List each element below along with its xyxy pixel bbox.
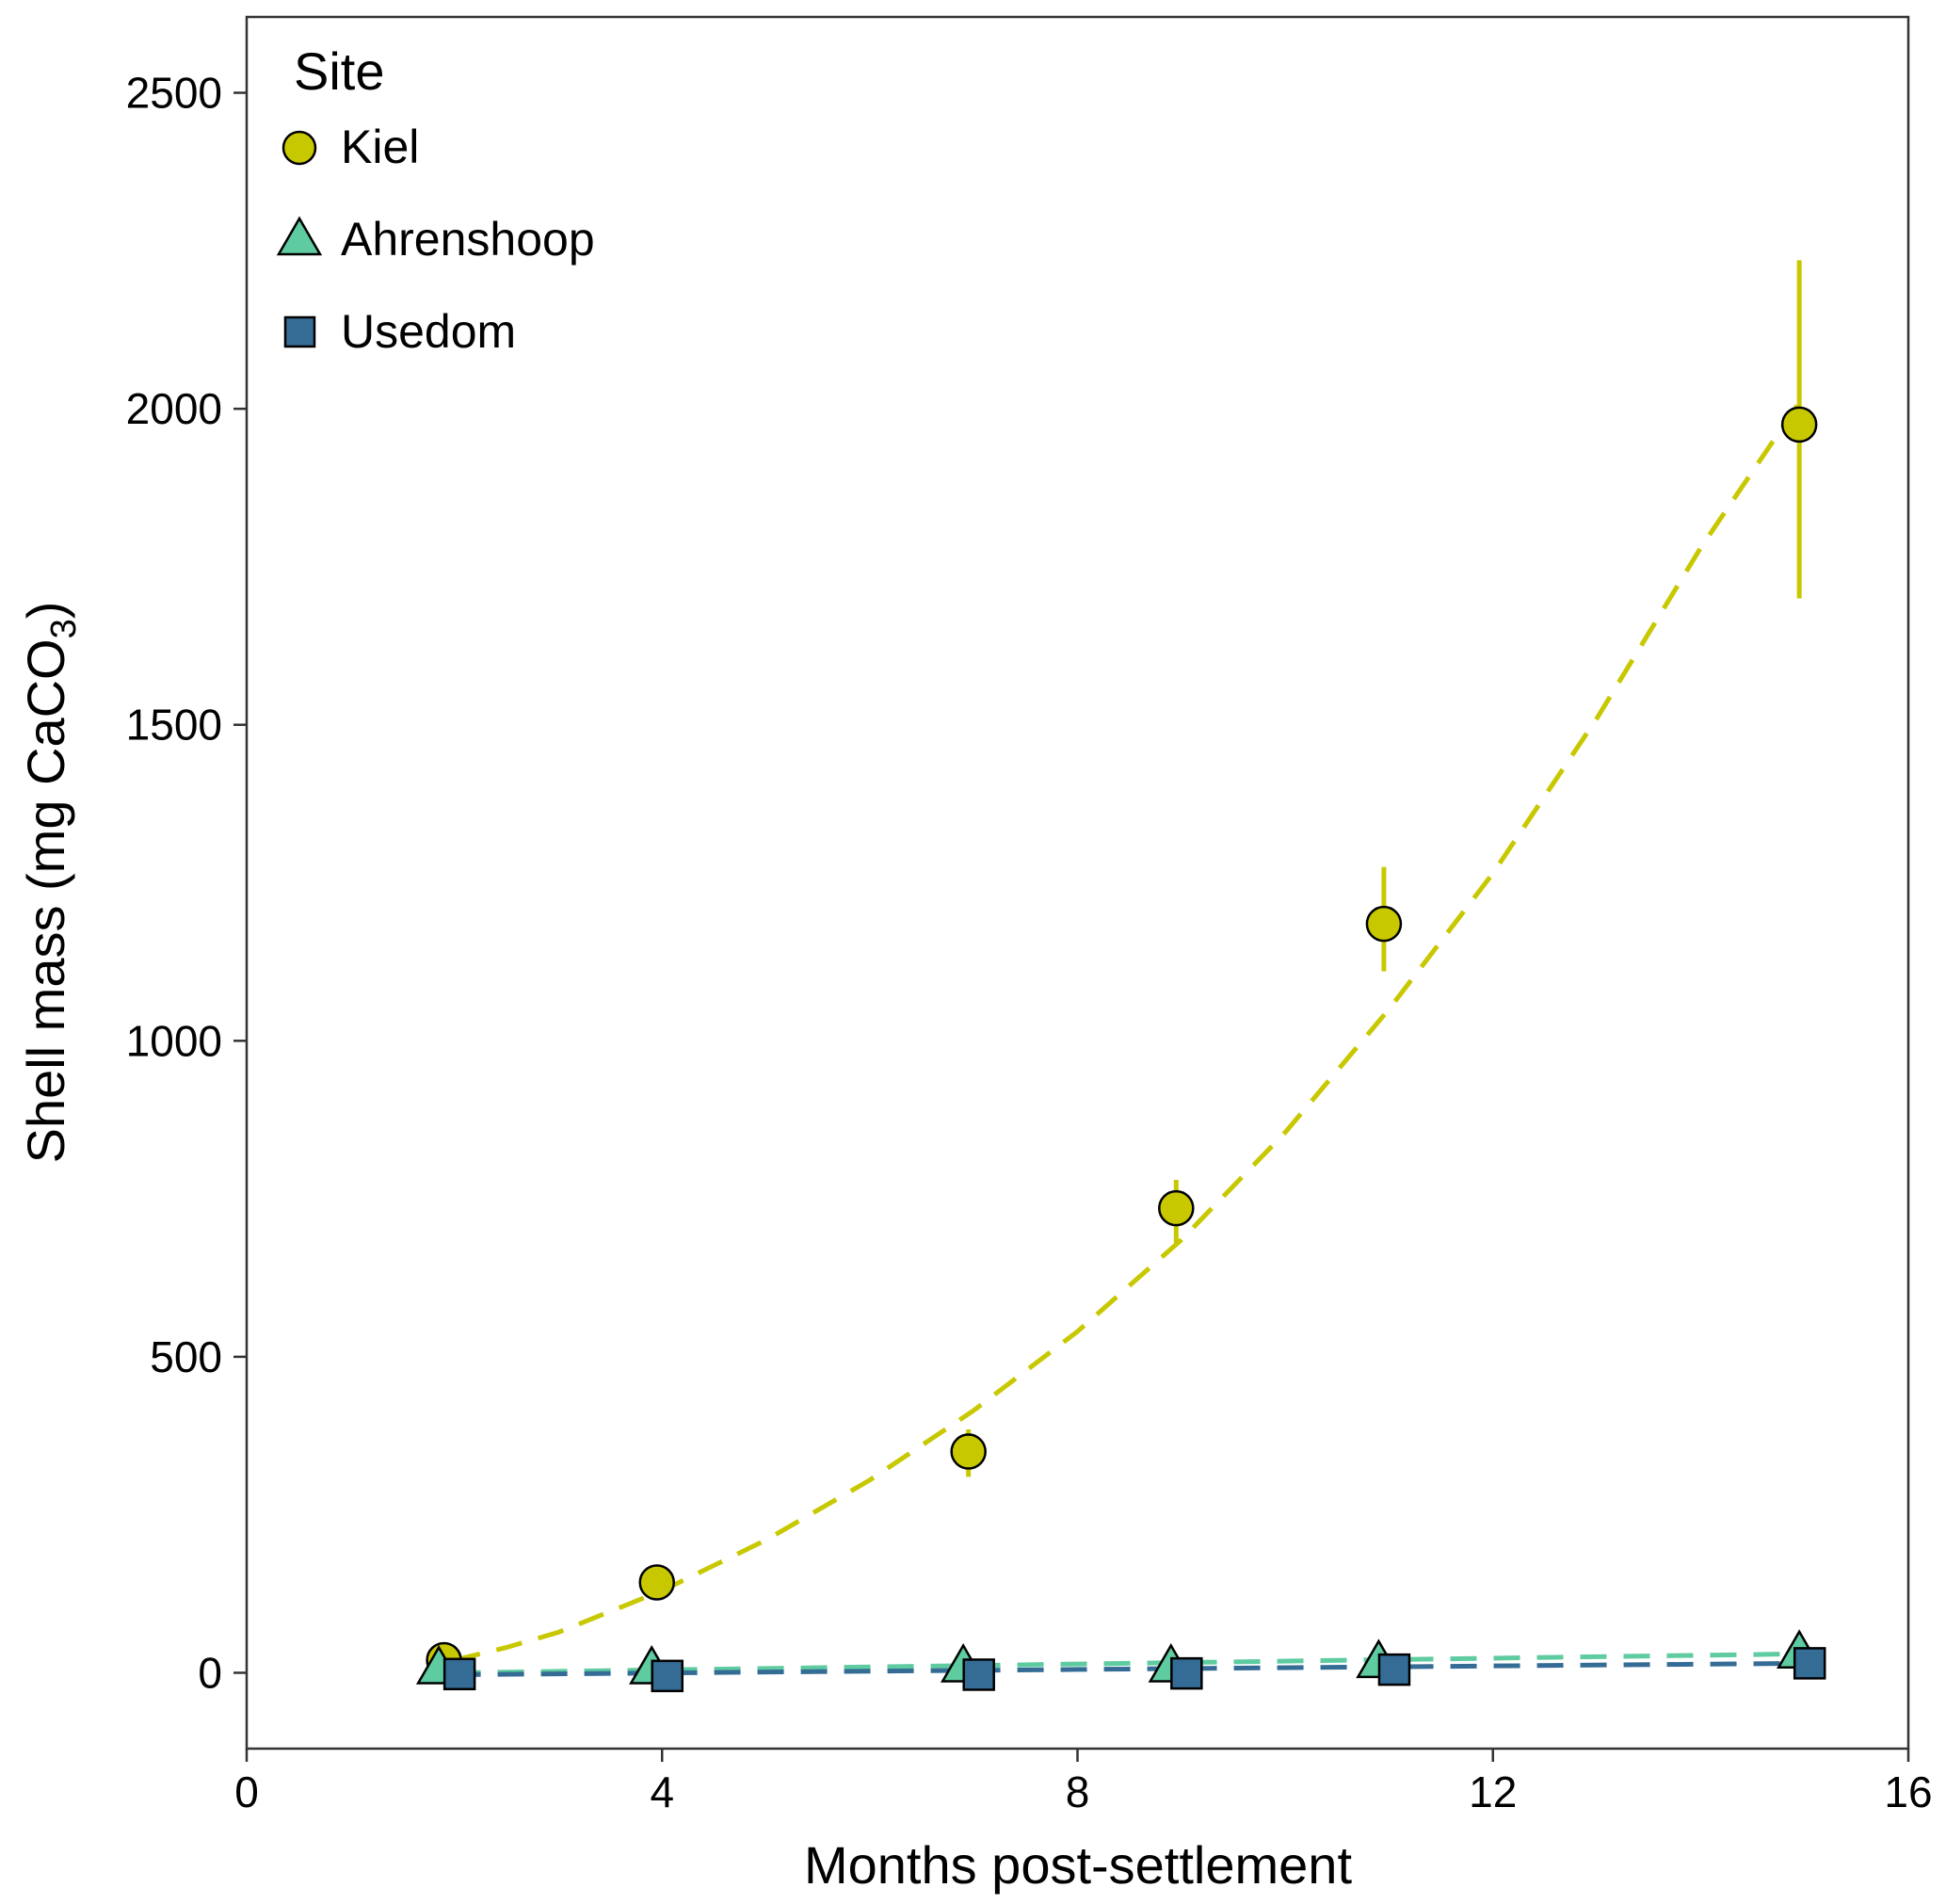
x-tick-label: 12: [1469, 1767, 1517, 1816]
legend: Site Kiel Ahrenshoop Usedom: [276, 41, 595, 358]
data-point-usedom: [962, 1658, 995, 1691]
data-point-kiel: [950, 1433, 987, 1470]
data-point-kiel: [638, 1564, 675, 1601]
x-axis-title: Months post-settlement: [804, 1835, 1352, 1895]
y-tick-label: 1000: [126, 1016, 222, 1065]
y-tick-label: 2000: [126, 384, 222, 433]
x-tick-label: 16: [1884, 1767, 1932, 1816]
y-tick-label: 2500: [126, 69, 222, 118]
legend-label-usedom: Usedom: [341, 305, 516, 358]
data-points: [415, 406, 1826, 1693]
legend-label-kiel: Kiel: [341, 121, 419, 173]
data-point-usedom: [1377, 1653, 1411, 1686]
data-point-kiel: [1158, 1189, 1195, 1227]
x-tick-label: 4: [650, 1767, 674, 1816]
y-tick-label: 0: [198, 1648, 222, 1697]
y-tick-label: 500: [150, 1332, 222, 1381]
y-axis-title-main: Shell mass (mg CaCO: [16, 638, 75, 1163]
data-point-usedom: [1793, 1647, 1826, 1680]
x-axis: 0 4 8 12 16: [234, 1749, 1933, 1816]
y-tick-label: 1500: [126, 701, 222, 750]
y-axis-title-subscript: 3: [44, 619, 84, 638]
fit-line-kiel: [454, 400, 1802, 1663]
data-point-usedom: [442, 1657, 476, 1691]
y-axis: 0 500 1000 1500 2000 2500: [126, 69, 247, 1697]
data-point-kiel: [1780, 406, 1818, 444]
x-tick-label: 8: [1066, 1767, 1090, 1816]
y-axis-title: Shell mass (mg CaCO3): [16, 602, 84, 1164]
legend-marker-ahrenshoop: [276, 216, 323, 256]
data-point-usedom: [1170, 1656, 1203, 1690]
y-axis-title-close: ): [16, 602, 75, 620]
legend-marker-usedom: [283, 315, 316, 348]
legend-title: Site: [294, 41, 385, 101]
legend-marker-kiel: [281, 130, 317, 166]
data-point-kiel: [1365, 905, 1403, 943]
legend-label-ahrenshoop: Ahrenshoop: [341, 213, 595, 266]
data-point-usedom: [651, 1659, 684, 1693]
x-tick-label: 0: [234, 1767, 259, 1816]
plot-panel: [245, 15, 1910, 1751]
